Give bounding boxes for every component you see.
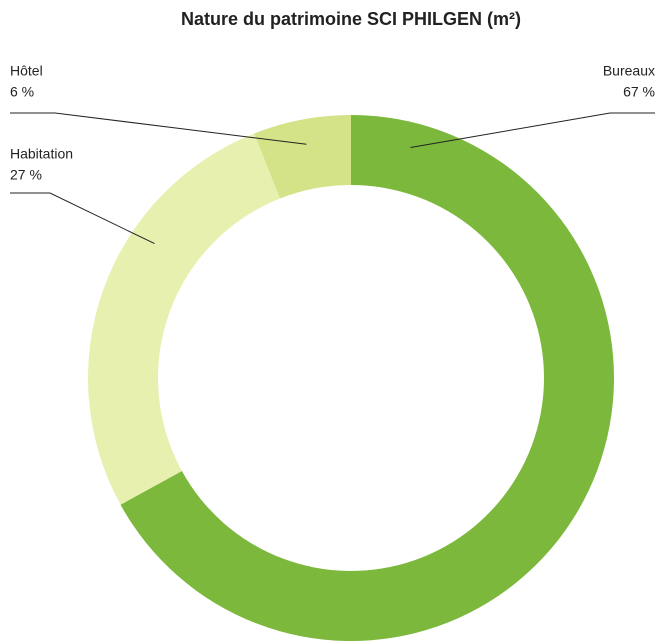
donut-slice — [87, 133, 280, 505]
slice-value-label: 6 % — [10, 84, 34, 100]
slice-value-label: 67 % — [623, 84, 655, 100]
leader-line — [10, 192, 155, 245]
chart-title: Nature du patrimoine SCI PHILGEN (m²) — [181, 9, 521, 29]
leader-line — [10, 112, 307, 145]
leader-line — [410, 112, 655, 149]
slice-value-label: 27 % — [10, 167, 42, 183]
slice-label: Bureaux — [603, 63, 655, 79]
slice-label: Hôtel — [10, 63, 43, 79]
donut-slice — [254, 115, 351, 199]
slice-label: Habitation — [10, 146, 73, 162]
